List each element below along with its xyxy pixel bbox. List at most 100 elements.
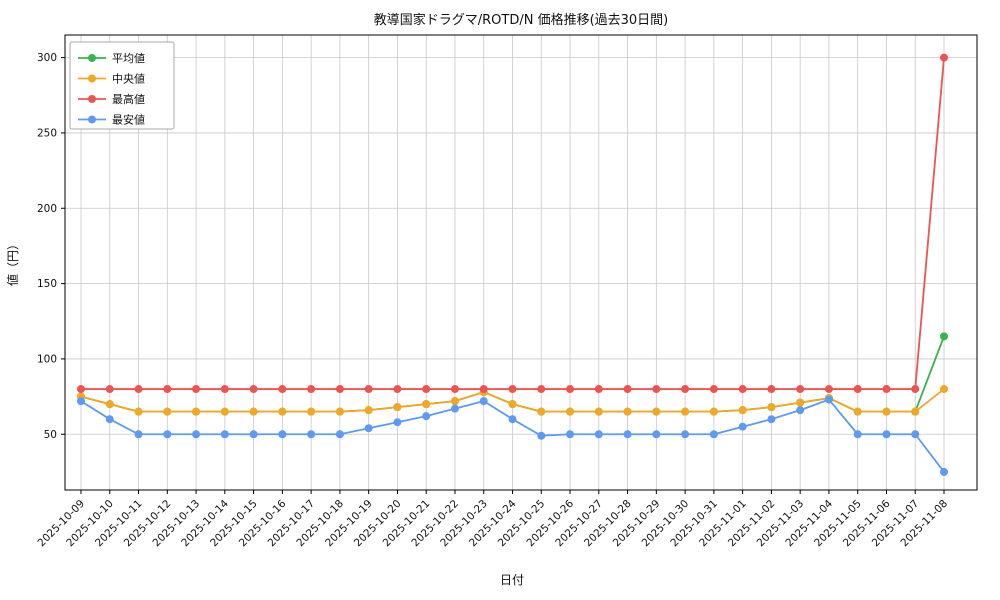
legend-label-min: 最安値 bbox=[112, 113, 145, 127]
series-point-median bbox=[422, 400, 431, 409]
series-point-median bbox=[508, 400, 517, 409]
series-point-min bbox=[911, 430, 920, 439]
series-point-average bbox=[940, 332, 948, 341]
series-point-max bbox=[911, 385, 920, 394]
chart-title: 教導国家ドラグマ/ROTD/N 価格推移(過去30日間) bbox=[374, 12, 669, 28]
series-point-max bbox=[623, 385, 632, 394]
series-point-min bbox=[422, 412, 431, 421]
series-point-min bbox=[249, 430, 258, 439]
series-point-min bbox=[134, 430, 143, 439]
series-point-max bbox=[853, 385, 862, 394]
series-point-max bbox=[134, 385, 143, 394]
series-point-min bbox=[709, 430, 718, 439]
legend-marker-average bbox=[88, 54, 96, 62]
series-point-min bbox=[335, 430, 344, 439]
series-point-max bbox=[220, 385, 229, 394]
series-point-max bbox=[709, 385, 718, 394]
series-point-median bbox=[796, 398, 805, 407]
series-point-median bbox=[767, 403, 776, 412]
series-point-min bbox=[681, 430, 690, 439]
legend-box bbox=[69, 41, 175, 130]
series-point-max bbox=[537, 385, 546, 394]
series-point-max bbox=[652, 385, 661, 394]
series-point-max bbox=[335, 385, 344, 394]
y-tick-label: 250 bbox=[37, 127, 57, 139]
legend-marker-median bbox=[88, 74, 96, 83]
series-point-median bbox=[709, 407, 718, 416]
series-point-min bbox=[508, 415, 517, 424]
series-point-median bbox=[134, 407, 143, 416]
series-point-min bbox=[853, 430, 862, 439]
legend-item-min: 最安値 bbox=[78, 113, 145, 127]
series-point-median bbox=[681, 407, 690, 416]
series-point-min bbox=[450, 404, 459, 413]
series-point-max bbox=[249, 385, 258, 394]
series-point-min bbox=[824, 395, 833, 404]
series-point-max bbox=[824, 385, 833, 394]
y-tick-label: 200 bbox=[37, 203, 57, 215]
series-point-min bbox=[220, 430, 229, 439]
series-point-max bbox=[163, 385, 172, 394]
series-point-median bbox=[249, 407, 258, 416]
legend-item-max: 最高値 bbox=[78, 92, 145, 106]
series-point-max bbox=[479, 385, 488, 394]
legend-label-average: 平均値 bbox=[112, 52, 145, 65]
y-axis-label: 値（円） bbox=[5, 238, 20, 286]
series-point-max bbox=[77, 385, 85, 394]
plot-border bbox=[64, 34, 978, 491]
series-point-max bbox=[594, 385, 603, 394]
series-point-median bbox=[652, 407, 661, 416]
series-point-min bbox=[163, 430, 172, 439]
series-point-min bbox=[882, 430, 891, 439]
series-point-min bbox=[105, 415, 114, 424]
y-tick-label: 50 bbox=[44, 429, 57, 441]
y-tick-label: 300 bbox=[37, 52, 57, 64]
series-point-max bbox=[450, 385, 459, 394]
series-point-median bbox=[738, 406, 747, 415]
series-point-max bbox=[192, 385, 201, 394]
legend-label-median: 中央値 bbox=[112, 73, 145, 86]
series-point-min bbox=[652, 430, 661, 439]
series-point-max bbox=[307, 385, 316, 394]
series-point-median bbox=[192, 407, 201, 416]
series-point-median bbox=[566, 407, 575, 416]
series-point-min bbox=[77, 397, 85, 406]
series-point-max bbox=[882, 385, 891, 394]
series-point-median bbox=[364, 406, 373, 415]
series-point-median bbox=[623, 407, 632, 416]
series-point-min bbox=[307, 430, 316, 439]
series-point-median bbox=[220, 407, 229, 416]
series-point-min bbox=[278, 430, 287, 439]
series-point-min bbox=[192, 430, 201, 439]
series-point-max bbox=[422, 385, 431, 394]
series-point-min bbox=[364, 424, 373, 433]
series-max bbox=[77, 53, 948, 394]
x-axis-label: 日付 bbox=[500, 573, 524, 587]
series-point-median bbox=[911, 407, 920, 416]
series-point-max bbox=[393, 385, 402, 394]
legend-marker-max bbox=[88, 95, 96, 103]
series-point-median bbox=[594, 407, 603, 416]
legend-label-max: 最高値 bbox=[112, 92, 145, 106]
series-point-min bbox=[393, 418, 402, 427]
series-point-median bbox=[882, 407, 891, 416]
series-point-median bbox=[105, 400, 114, 409]
series-point-min bbox=[537, 431, 546, 440]
series-point-max bbox=[508, 385, 517, 394]
series-point-min bbox=[796, 406, 805, 415]
series-min bbox=[77, 395, 948, 476]
series-point-median bbox=[853, 407, 862, 416]
series-point-max bbox=[940, 53, 948, 62]
legend-item-median: 中央値 bbox=[78, 73, 145, 86]
series-point-min bbox=[767, 415, 776, 424]
series-point-median bbox=[940, 385, 948, 394]
grid bbox=[65, 35, 977, 490]
series-point-median bbox=[450, 397, 459, 406]
series-point-max bbox=[681, 385, 690, 394]
series-point-max bbox=[767, 385, 776, 394]
series-point-median bbox=[163, 407, 172, 416]
series-point-median bbox=[537, 407, 546, 416]
series-point-max bbox=[278, 385, 287, 394]
